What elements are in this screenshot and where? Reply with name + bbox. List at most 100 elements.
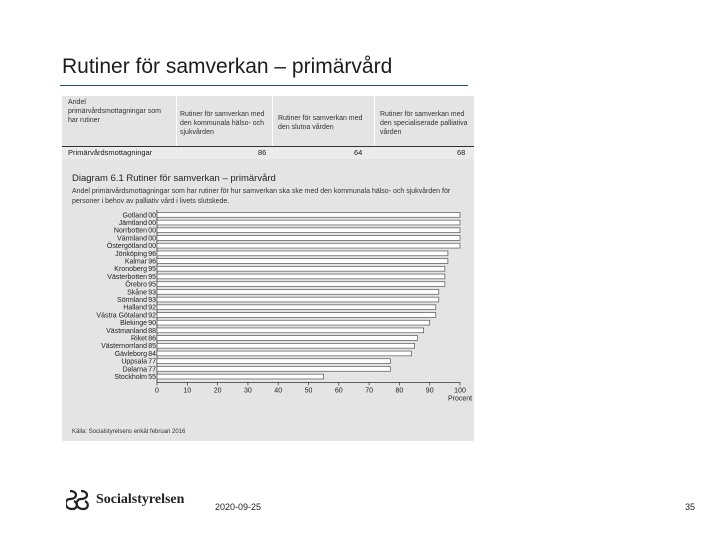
x-tick-label: 60 [335,387,343,394]
data-label: 95 [148,282,156,289]
data-label: 86 [148,335,156,342]
bar [156,235,461,241]
bar [156,242,461,249]
data-label: 96 [148,251,156,258]
bar [156,281,446,287]
category-label: Uppsala [121,359,147,366]
category-label: Skåne [127,288,147,296]
data-label: 95 [148,266,156,273]
table-header-cell: Rutiner för samverkan med den slutna vår… [278,115,363,131]
bar [156,273,446,280]
table-row-label: Primärvårdsmottagningar [68,148,153,157]
slide-title: Rutiner för samverkan – primärvård [62,55,393,78]
x-tick-label: 40 [274,387,282,394]
column-separator [374,96,375,158]
category-label: Stockholm [114,374,147,381]
page-number: 35 [684,502,695,512]
bar [156,343,415,349]
x-tick-label: 100 [454,387,466,394]
bar [156,250,449,257]
bar [156,327,424,334]
data-label: 92 [148,305,156,312]
category-label: Kronoberg [114,266,147,273]
category-label: Östergötland [107,242,147,250]
data-label: 77 [148,359,156,366]
category-label: Sörmland [117,297,147,304]
data-label: 85 [148,343,156,350]
bar [156,289,440,295]
x-axis-label: Procent [448,395,472,402]
table-row: Primärvårdsmottagningar 86 64 68 [62,146,474,159]
category-label: Kalmar [125,258,148,265]
category-label: Dalarna [122,366,147,373]
data-label: 00 [148,235,156,242]
table-cell: 64 [354,148,363,157]
table-header-cell: Andel primärvårdsmottagningar som har ru… [68,99,161,124]
table-cell: 68 [457,148,466,157]
data-label: 93 [148,297,156,304]
table-cell: 86 [258,148,267,157]
data-label: 00 [148,220,156,227]
x-tick-label: 90 [426,387,434,394]
source-note: Källa: Socialstyrelsens enkät februari 2… [72,429,186,435]
bar [156,366,391,372]
x-tick-label: 30 [244,387,252,394]
category-label: Blekinge [120,320,147,327]
data-label: 00 [148,228,156,235]
category-label: Halland [123,305,147,312]
logo-emblem-icon [66,489,89,511]
table-header: Andel primärvårdsmottagningar som har ru… [62,96,474,146]
column-separator [176,96,177,158]
diagram-title: Diagram 6.1 Rutiner för samverkan – prim… [72,173,276,184]
data-label: 00 [148,212,156,219]
bar [156,319,431,326]
bar [156,350,412,357]
x-tick-label: 80 [396,387,404,394]
bar [156,258,449,264]
data-label: 92 [148,312,156,319]
data-label: 77 [148,366,156,373]
category-label: Västerbotten [107,274,147,281]
category-label: Norrbotten [114,228,147,235]
diagram-subtitle: Andel primärvårdsmottagningar som har ru… [72,188,451,205]
logo-text: Socialstyrelsen [96,492,185,507]
data-label: 93 [148,289,156,296]
category-label: Gotland [122,212,147,219]
category-label: Västernorrland [101,343,147,350]
category-label: Västmanland [106,328,147,335]
bar [156,266,446,272]
table-header-cell: Rutiner för samverkan med den specialise… [380,111,468,136]
bar [156,335,418,341]
bar [156,373,324,380]
x-tick-label: 10 [183,387,191,394]
x-tick-label: 50 [305,387,313,394]
category-label: Gävleborg [115,351,147,358]
data-label: 84 [148,351,156,358]
table-header-cell: Rutiner för samverkan med den kommunala … [180,111,265,136]
category-label: Västra Götaland [96,312,147,319]
data-label: 88 [148,328,156,335]
x-tick-label: 0 [155,387,159,394]
column-separator [272,96,273,158]
data-label: 55 [148,374,156,381]
bar [156,296,440,303]
x-tick-label: 70 [365,387,373,394]
category-label: Riket [131,335,147,342]
bar [156,212,461,218]
data-label: 96 [148,258,156,265]
bar [156,312,437,318]
data-label: 90 [148,320,156,327]
bar [156,227,461,234]
socialstyrelsen-logo: Socialstyrelsen [66,489,184,511]
x-tick-label: 20 [214,387,222,394]
data-label: 00 [148,243,156,250]
category-label: Jämtland [119,220,148,227]
footer-date: 2020-09-25 [215,502,262,512]
bar [156,219,461,226]
category-label: Värmland [117,235,147,242]
category-label: Jönköping [115,251,147,258]
bar [156,304,437,311]
data-label: 95 [148,274,156,281]
bar [156,358,391,364]
